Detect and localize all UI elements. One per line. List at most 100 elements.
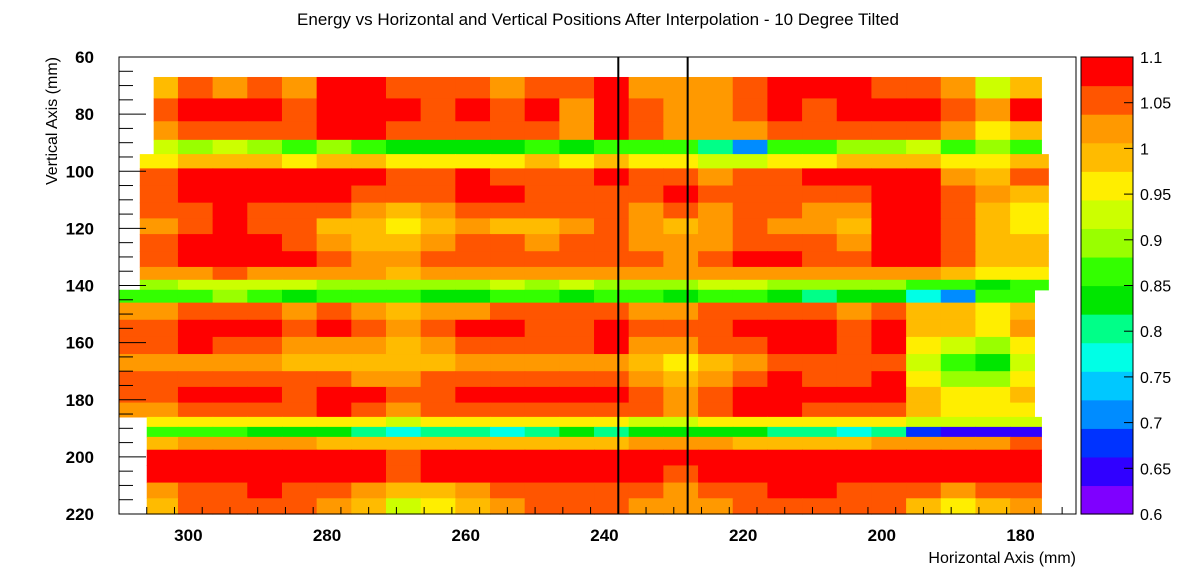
heatmap-cell: [178, 154, 213, 169]
heatmap-cell: [421, 303, 456, 321]
heatmap-cell: [837, 303, 872, 321]
heatmap-cell: [871, 483, 906, 499]
heatmap-cell: [871, 186, 906, 204]
heatmap-cell: [421, 140, 456, 155]
heatmap-cell: [663, 203, 698, 219]
heatmap-cell: [455, 168, 490, 186]
heatmap-cell: [837, 203, 872, 219]
heatmap-cell: [559, 154, 594, 169]
heatmap-cell: [386, 450, 421, 466]
heatmap-cell: [975, 337, 1010, 355]
heatmap-cell: [455, 267, 490, 280]
heatmap-cell: [1010, 387, 1035, 403]
heatmap-cell: [559, 320, 594, 338]
heatmap-cell: [247, 427, 282, 438]
heatmap-cell: [906, 251, 941, 267]
heatmap-cell: [767, 154, 802, 169]
heatmap-cell: [733, 121, 768, 140]
heatmap-cell: [663, 427, 698, 438]
heatmap-cell: [837, 320, 872, 338]
heatmap-cell: [490, 234, 525, 252]
heatmap-cell: [525, 437, 560, 450]
heatmap-cell: [282, 337, 317, 355]
heatmap-cell: [525, 154, 560, 169]
heatmap-cell: [559, 168, 594, 186]
heatmap-cell: [594, 218, 629, 234]
heatmap-cell: [247, 437, 282, 450]
heatmap-cells: [119, 77, 1049, 515]
heatmap-cell: [559, 403, 594, 418]
heatmap-cell: [906, 290, 941, 303]
heatmap-cell: [282, 280, 317, 291]
heatmap-cell: [213, 154, 248, 169]
heatmap-cell: [525, 251, 560, 267]
heatmap-cell: [663, 218, 698, 234]
heatmap-cell: [767, 77, 802, 99]
heatmap-cell: [1010, 303, 1035, 321]
palette-tick-label: 0.6: [1140, 507, 1162, 524]
heatmap-cell: [802, 251, 837, 267]
heatmap-cell: [663, 417, 698, 428]
heatmap-cell: [837, 387, 872, 403]
heatmap-cell: [317, 77, 352, 99]
heatmap-cell: [178, 427, 213, 438]
heatmap-cell: [663, 498, 698, 514]
heatmap-cell: [178, 354, 213, 372]
heatmap-cell: [871, 371, 906, 387]
heatmap-cell: [421, 186, 456, 204]
heatmap-cell: [594, 203, 629, 219]
heatmap-cell: [629, 337, 664, 355]
heatmap-cell: [559, 427, 594, 438]
heatmap-cell: [490, 403, 525, 418]
heatmap-cell: [629, 320, 664, 338]
heatmap-cell: [837, 267, 872, 280]
heatmap-cell: [455, 290, 490, 303]
heatmap-cell: [455, 320, 490, 338]
heatmap-cell: [767, 437, 802, 450]
heatmap-cell: [490, 303, 525, 321]
heatmap-cell: [629, 403, 664, 418]
heatmap-cell: [351, 337, 386, 355]
heatmap-cell: [767, 427, 802, 438]
heatmap-cell: [767, 121, 802, 140]
heatmap-cell: [975, 186, 1010, 204]
heatmap-cell: [525, 465, 560, 483]
heatmap-cell: [629, 154, 664, 169]
heatmap-cell: [490, 450, 525, 466]
heatmap-cell: [282, 450, 317, 466]
heatmap-cell: [975, 280, 1010, 291]
heatmap-cell: [906, 140, 941, 155]
heatmap-cell: [178, 140, 213, 155]
heatmap-cell: [282, 218, 317, 234]
heatmap-cell: [802, 218, 837, 234]
heatmap-cell: [698, 371, 733, 387]
heatmap-cell: [247, 337, 282, 355]
heatmap-cell: [802, 303, 837, 321]
heatmap-cell: [455, 140, 490, 155]
heatmap-cell: [941, 483, 976, 499]
heatmap-cell: [421, 121, 456, 140]
heatmap-cell: [455, 483, 490, 499]
heatmap-cell: [140, 267, 179, 280]
heatmap-cell: [178, 218, 213, 234]
palette-swatch: [1081, 371, 1133, 400]
heatmap-cell: [767, 234, 802, 252]
heatmap-cell: [140, 251, 179, 267]
heatmap-cell: [871, 437, 906, 450]
heatmap-cell: [1010, 168, 1049, 186]
heatmap-cell: [213, 465, 248, 483]
heatmap-cell: [1010, 121, 1042, 140]
heatmap-cell: [213, 427, 248, 438]
heatmap-cell: [941, 498, 976, 514]
heatmap-cell: [733, 186, 768, 204]
heatmap-cell: [837, 427, 872, 438]
palette-swatch: [1081, 457, 1133, 486]
heatmap-cell: [837, 437, 872, 450]
heatmap-cell: [351, 168, 386, 186]
heatmap-cell: [386, 337, 421, 355]
heatmap-cell: [594, 234, 629, 252]
heatmap-cell: [767, 403, 802, 418]
heatmap-cell: [663, 450, 698, 466]
heatmap-cell: [733, 427, 768, 438]
heatmap-cell: [247, 320, 282, 338]
